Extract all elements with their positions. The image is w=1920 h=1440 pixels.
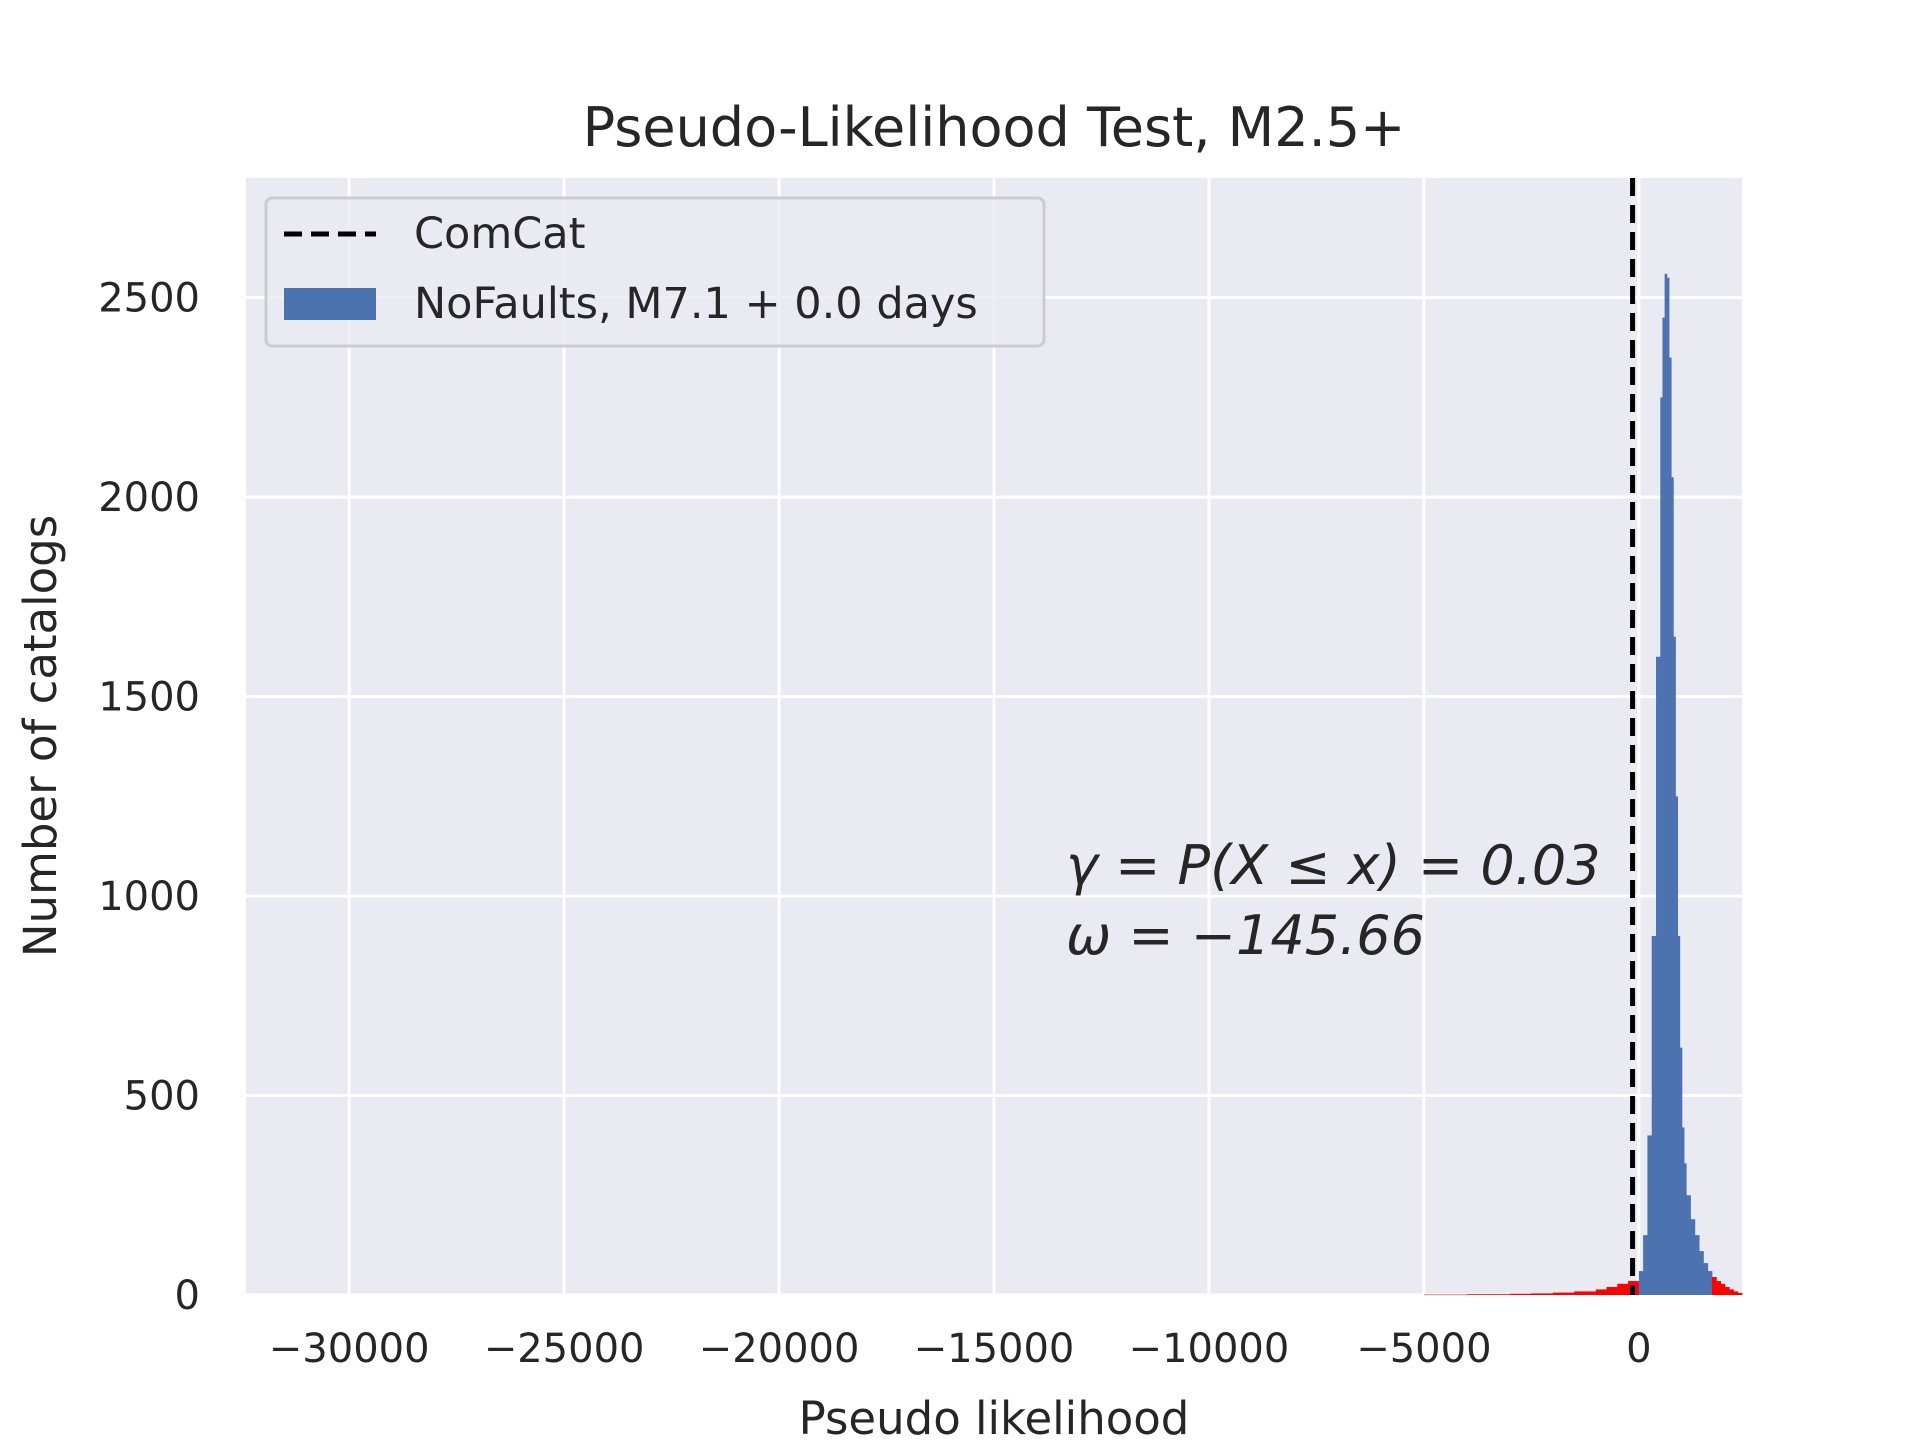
histogram-bar: [1552, 1292, 1575, 1295]
histogram-bar: [1668, 357, 1672, 1296]
x-tick-label: −20000: [699, 1326, 860, 1372]
histogram-bar: [1733, 1291, 1739, 1295]
histogram-bar: [1638, 1271, 1644, 1295]
x-tick-labels: −30000 −25000 −20000 −15000 −10000 −5000 0: [269, 1326, 1652, 1372]
x-tick-label: −25000: [484, 1326, 645, 1372]
histogram-bar: [1643, 1235, 1648, 1295]
x-tick-label: −15000: [914, 1326, 1075, 1372]
histogram-bar: [1617, 1283, 1629, 1295]
histogram-bar: [1647, 1135, 1653, 1295]
histogram-bar: [1737, 1293, 1743, 1295]
histogram-bar: [1574, 1291, 1597, 1295]
y-tick-label: 2000: [98, 475, 200, 521]
y-axis-label: Number of catalogs: [14, 515, 67, 957]
histogram-bar: [1716, 1281, 1722, 1295]
histogram-bar: [1673, 636, 1676, 1295]
x-tick-label: −5000: [1356, 1326, 1491, 1372]
legend: ComCat NoFaults, M7.1 + 0.0 days: [264, 196, 1046, 348]
x-tick-label: −30000: [269, 1326, 430, 1372]
legend-label-nofaults: NoFaults, M7.1 + 0.0 days: [414, 279, 978, 329]
histogram-bar: [1679, 1047, 1683, 1295]
histogram-bar: [1671, 477, 1674, 1296]
histogram-bar: [1423, 1294, 1446, 1296]
y-tick-label: 1000: [98, 874, 200, 920]
annotation-omega: ω = −145.66: [1066, 904, 1425, 967]
y-tick-label: 0: [175, 1273, 200, 1319]
histogram-bar: [1509, 1293, 1532, 1295]
histogram-bar: [1666, 277, 1670, 1295]
histogram-bar: [1466, 1294, 1489, 1295]
legend-patch-icon: [284, 288, 376, 320]
histogram-bar: [1699, 1251, 1704, 1295]
histogram-bars: [1423, 273, 1743, 1296]
y-tick-label: 1500: [98, 675, 200, 721]
histogram-bar: [1724, 1287, 1730, 1295]
x-axis-label: Pseudo likelihood: [799, 1392, 1190, 1440]
annotation-gamma: γ = P(X ≤ x) = 0.03: [1066, 834, 1601, 897]
histogram-bar: [1720, 1283, 1726, 1295]
histogram-bar: [1703, 1263, 1709, 1295]
grid-lines: [246, 178, 1742, 1297]
histogram-bar: [1660, 397, 1663, 1295]
histogram-bar: [1690, 1219, 1696, 1295]
histogram-bar: [1681, 1127, 1685, 1295]
y-tick-label: 500: [124, 1074, 200, 1120]
histogram-bar: [1656, 656, 1661, 1295]
histogram-bar: [1662, 317, 1666, 1295]
y-tick-labels: 0 500 1000 1500 2000 2500: [98, 276, 200, 1319]
histogram-bar: [1677, 935, 1681, 1295]
histogram-bar: [1651, 935, 1657, 1295]
histogram-bar: [1683, 1163, 1687, 1295]
histogram-bar: [1531, 1293, 1554, 1295]
x-tick-label: 0: [1626, 1326, 1651, 1372]
histogram-bar: [1664, 273, 1668, 1295]
y-tick-label: 2500: [98, 276, 200, 322]
histogram-bar: [1445, 1294, 1468, 1296]
histogram-bar: [1729, 1289, 1734, 1295]
chart-title: Pseudo-Likelihood Test, M2.5+: [583, 96, 1406, 159]
x-tick-label: −10000: [1129, 1326, 1290, 1372]
histogram-bar: [1711, 1277, 1717, 1295]
histogram-bar: [1675, 796, 1679, 1295]
histogram-bar: [1488, 1294, 1511, 1295]
histogram-bar: [1686, 1195, 1691, 1295]
histogram-bar: [1707, 1271, 1713, 1295]
legend-box: [264, 196, 1046, 348]
legend-label-comcat: ComCat: [414, 209, 585, 259]
histogram-bar: [1606, 1287, 1618, 1295]
histogram-bar: [1694, 1235, 1700, 1295]
histogram-bar: [1595, 1289, 1608, 1295]
